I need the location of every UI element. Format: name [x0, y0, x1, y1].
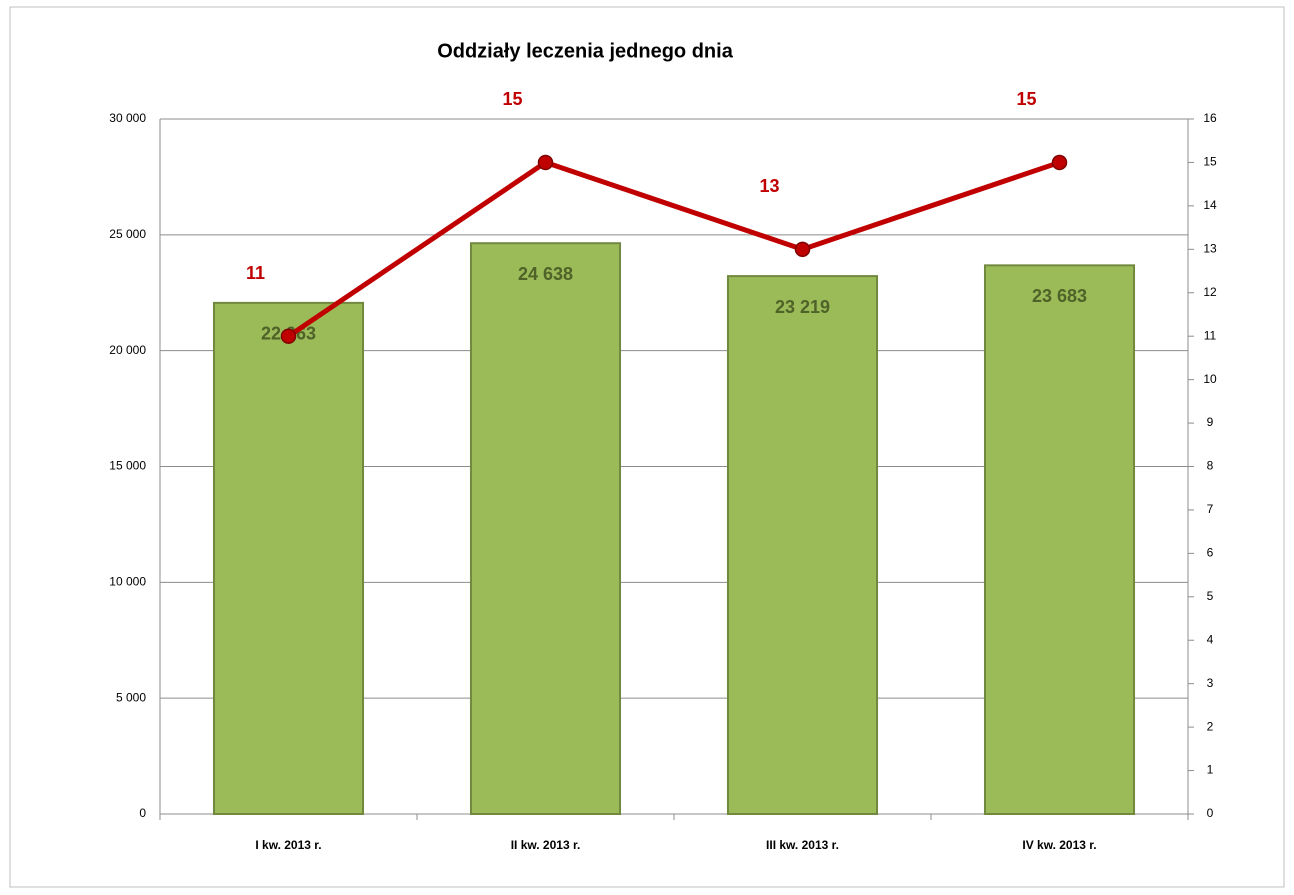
y-tick-label: 25 000: [109, 227, 146, 241]
y2-tick-label: 1: [1207, 763, 1214, 777]
x-tick-label: III kw. 2013 r.: [766, 838, 839, 852]
bar-value-label: 23 683: [1032, 286, 1087, 306]
x-tick-label: I kw. 2013 r.: [255, 838, 321, 852]
bar-value-label: 23 219: [775, 297, 830, 317]
y2-tick-label: 8: [1207, 459, 1214, 473]
bar-value-label: 24 638: [518, 264, 573, 284]
y2-tick-label: 12: [1203, 285, 1217, 299]
line-value-label: 15: [1016, 89, 1036, 109]
y2-tick-label: 10: [1203, 372, 1217, 386]
y2-tick-label: 3: [1207, 676, 1214, 690]
y2-tick-label: 13: [1203, 241, 1217, 255]
y-tick-label: 5 000: [116, 690, 146, 704]
y2-tick-label: 2: [1207, 719, 1214, 733]
x-tick-label: II kw. 2013 r.: [511, 838, 581, 852]
y2-tick-label: 11: [1204, 328, 1217, 342]
bar: [983, 264, 1136, 816]
y2-tick-label: 16: [1203, 111, 1217, 125]
line-marker: [280, 328, 297, 344]
y-tick-label: 10 000: [109, 575, 146, 589]
y2-tick-label: 14: [1203, 198, 1217, 212]
line: [287, 159, 1061, 339]
y-tick-label: 0: [139, 806, 146, 820]
y2-tick-label: 15: [1203, 155, 1217, 169]
y-tick-label: 15 000: [109, 459, 146, 473]
y2-tick-label: 5: [1207, 589, 1214, 603]
y2-tick-label: 6: [1207, 546, 1214, 560]
y-tick-label: 20 000: [109, 343, 146, 357]
line-marker: [794, 241, 811, 258]
bar: [212, 301, 365, 815]
chart-title: Oddziały leczenia jednego dnia: [437, 40, 734, 62]
x-tick-label: IV kw. 2013 r.: [1022, 838, 1096, 852]
line-value-label: 13: [759, 176, 779, 196]
y2-tick-label: 7: [1207, 502, 1214, 516]
line-value-label: 11: [246, 263, 265, 283]
y2-tick-label: 0: [1207, 806, 1214, 820]
line-marker: [1051, 154, 1068, 171]
bar: [726, 275, 879, 816]
line-marker: [537, 154, 554, 171]
y-tick-label: 30 000: [109, 111, 146, 125]
y2-tick-label: 9: [1207, 415, 1214, 429]
y2-tick-label: 4: [1207, 632, 1214, 646]
bar: [469, 242, 622, 815]
line-value-label: 15: [502, 89, 522, 109]
